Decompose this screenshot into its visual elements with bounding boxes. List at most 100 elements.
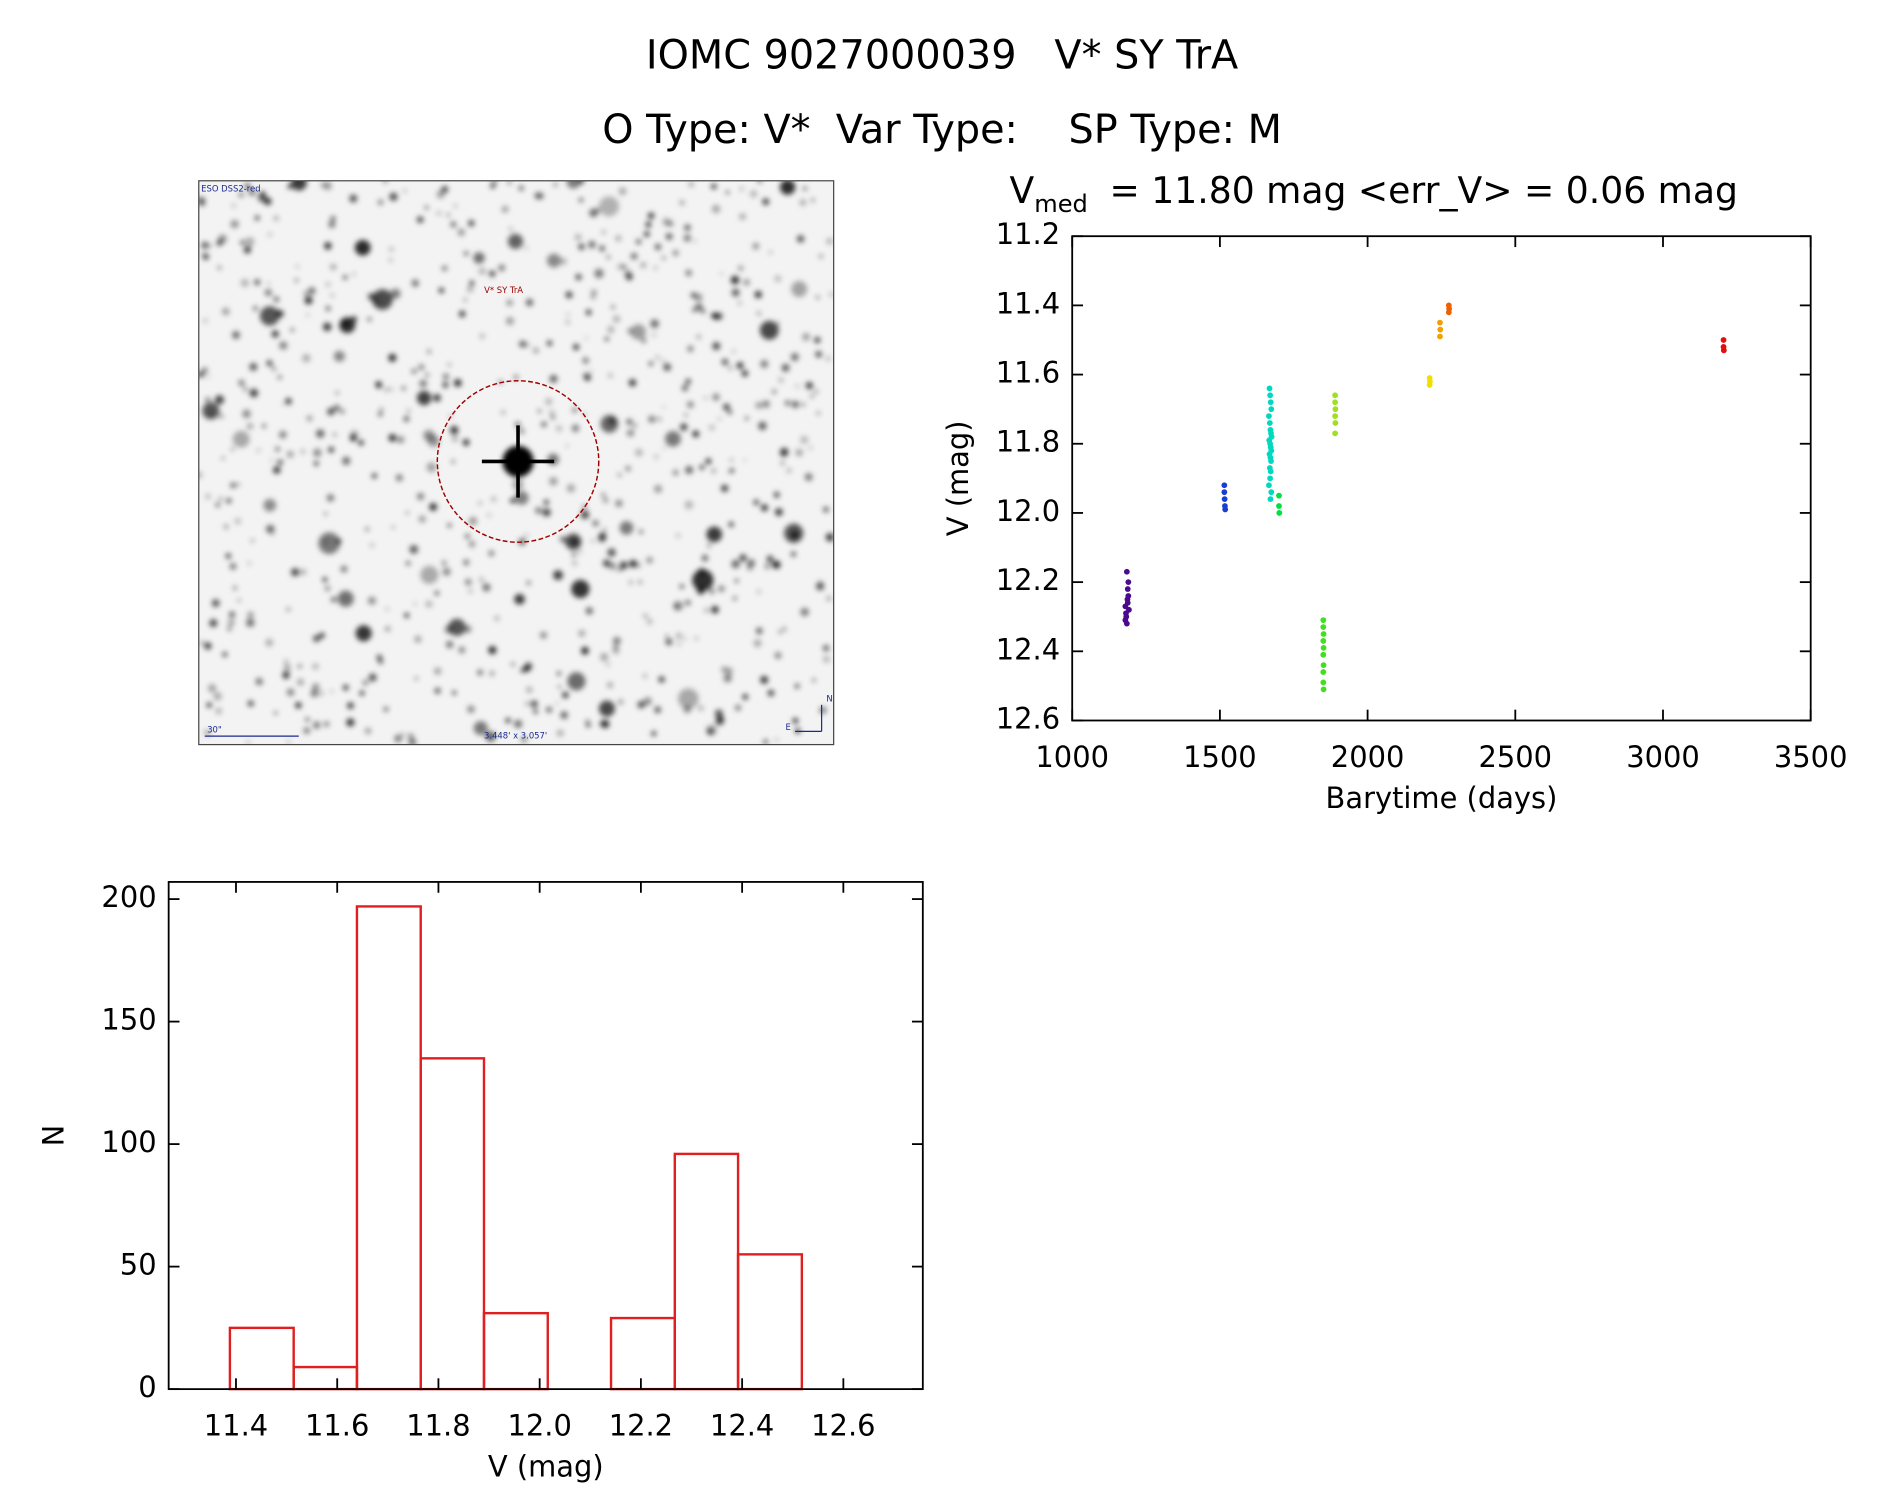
star: [441, 265, 448, 271]
star: [478, 501, 482, 505]
star: [648, 415, 656, 423]
star: [711, 605, 719, 614]
star: [477, 669, 483, 676]
star: [514, 594, 525, 605]
star: [266, 360, 273, 367]
star: [247, 700, 254, 707]
point: [1276, 492, 1282, 499]
star: [543, 499, 549, 505]
title-symbol: V: [1010, 169, 1035, 212]
star: [643, 697, 652, 706]
star: [520, 736, 528, 744]
y-tick-label: 200: [101, 880, 156, 914]
star: [646, 557, 653, 564]
star: [553, 570, 563, 581]
star: [658, 676, 665, 683]
star: [231, 203, 236, 208]
star: [262, 424, 266, 428]
star: [654, 243, 662, 251]
star: [242, 409, 251, 419]
star: [270, 458, 274, 462]
star: [530, 700, 538, 708]
point: [1320, 644, 1327, 651]
star: [214, 395, 224, 405]
star: [414, 635, 422, 643]
star: [565, 320, 570, 325]
star: [804, 473, 813, 481]
plot-frame: [167, 881, 924, 1391]
star: [341, 319, 349, 327]
star: [444, 625, 453, 634]
star: [819, 706, 827, 714]
point: [1222, 506, 1229, 513]
star: [711, 183, 717, 190]
star: [651, 731, 657, 736]
star: [630, 252, 638, 260]
star: [701, 554, 709, 562]
point: [1437, 326, 1444, 333]
star: [325, 306, 331, 311]
title-subscript: med: [1034, 190, 1088, 218]
star: [313, 634, 321, 643]
y-tick-label: 11.8: [996, 425, 1060, 459]
star: [201, 367, 208, 374]
star: [732, 349, 736, 353]
star: [524, 701, 530, 706]
point: [1267, 475, 1274, 482]
star: [206, 702, 212, 708]
star: [573, 343, 580, 351]
star: [643, 613, 648, 618]
star: [738, 265, 744, 271]
star: [230, 447, 235, 451]
y-tick-label: 12.2: [996, 563, 1060, 597]
star: [274, 711, 278, 715]
east-label: E: [785, 722, 790, 732]
star: [442, 381, 449, 388]
star: [604, 337, 609, 341]
star: [400, 732, 405, 738]
star: [781, 461, 785, 465]
star: [463, 559, 470, 566]
star: [237, 599, 241, 602]
star: [232, 585, 238, 591]
point: [1266, 413, 1272, 419]
star: [364, 727, 372, 734]
star: [204, 642, 212, 650]
star: [662, 218, 670, 226]
star: [330, 263, 337, 271]
star: [388, 353, 397, 362]
star: [645, 221, 652, 228]
point: [1320, 686, 1327, 693]
star: [571, 424, 580, 432]
star: [448, 618, 466, 636]
star: [542, 508, 551, 517]
star: [526, 580, 531, 585]
star: [525, 342, 530, 348]
star: [277, 459, 283, 466]
star: [598, 700, 615, 717]
star: [226, 498, 232, 504]
star: [295, 278, 299, 282]
star: [641, 338, 647, 344]
star: [249, 388, 258, 398]
star: [599, 196, 620, 217]
star: [365, 527, 369, 531]
star: [308, 287, 316, 295]
star: [652, 332, 657, 337]
star: [661, 358, 665, 363]
star: [811, 197, 814, 201]
star: [489, 270, 496, 277]
star: [814, 337, 821, 344]
star: [556, 729, 564, 737]
star: [333, 350, 345, 362]
star: [447, 523, 452, 528]
star: [764, 563, 771, 569]
star: [473, 252, 485, 264]
y-axis-label: N: [36, 1125, 70, 1147]
star: [684, 413, 688, 417]
star: [277, 375, 282, 380]
star: [396, 436, 405, 444]
star: [704, 608, 709, 613]
star: [701, 309, 705, 314]
star: [283, 664, 291, 672]
